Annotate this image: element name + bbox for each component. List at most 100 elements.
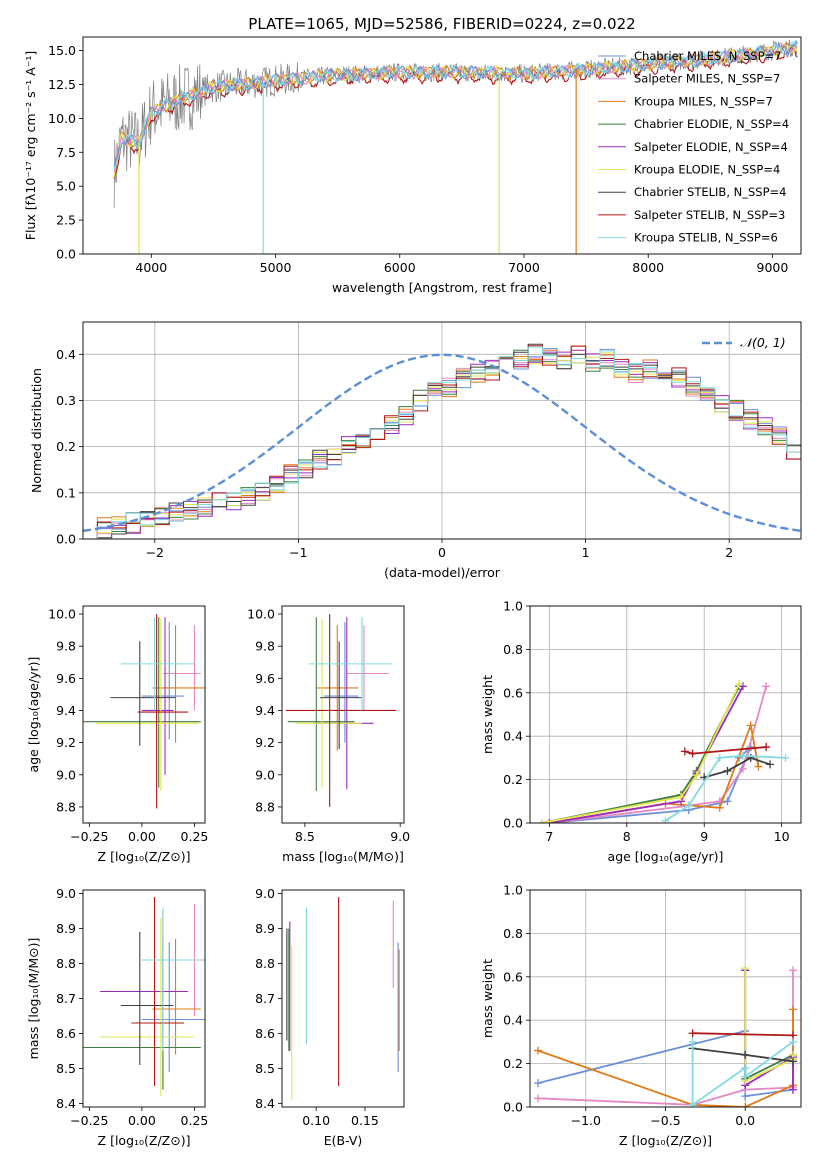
x-tick-label: 0.25	[181, 1113, 209, 1128]
legend-label: 𝒩(0, 1)	[740, 335, 786, 350]
y-axis-label: mass weight	[480, 959, 495, 1038]
y-tick-label: 8.7	[56, 991, 76, 1006]
x-tick-label: 0.00	[128, 1113, 156, 1128]
weight-point-marker	[741, 1050, 750, 1059]
weight-point-marker	[789, 1057, 798, 1066]
y-tick-label: 8.8	[255, 956, 275, 971]
errorbar-group	[286, 897, 400, 1100]
weight-series-line	[692, 1032, 794, 1037]
weight-point-marker	[741, 1103, 750, 1107]
y-tick-label: 9.4	[56, 703, 76, 718]
y-tick-label: 0.2	[503, 772, 523, 787]
chart-title: PLATE=1065, MJD=52586, FIBERID=0224, z=0…	[248, 15, 635, 33]
y-axis-label: mass weight	[480, 675, 495, 754]
y-tick-label: 8.5	[56, 1061, 76, 1076]
x-tick-label: 5000	[260, 260, 292, 275]
plot-frame	[82, 321, 802, 540]
weight-point-marker	[688, 1029, 697, 1038]
x-tick-label: 10	[774, 829, 790, 844]
y-tick-label: 8.6	[255, 1026, 275, 1041]
x-tick-label: −1.0	[571, 1113, 601, 1128]
weight-point-marker	[537, 819, 546, 823]
x-tick-label: 0.25	[181, 829, 209, 844]
weight-series-line	[691, 1041, 794, 1107]
weight-point-marker	[789, 1037, 798, 1046]
errorbar-group	[285, 614, 397, 807]
weight-point-marker	[688, 1100, 697, 1107]
y-tick-label: 0.0	[56, 247, 76, 262]
x-axis-label: Z [log₁₀(Z/Z⊙)]	[98, 849, 191, 864]
weight-point-marker	[533, 1094, 542, 1103]
x-tick-label: 4000	[135, 260, 167, 275]
y-tick-label: 0.4	[503, 729, 523, 744]
plot-frame	[281, 605, 405, 824]
y-tick-label: 8.4	[255, 1096, 275, 1111]
y-tick-label: 9.4	[255, 703, 275, 718]
weight-lines	[537, 680, 790, 823]
x-axis-label: wavelength [Angstrom, rest frame]	[332, 280, 552, 295]
weight-point-marker	[533, 1046, 542, 1055]
weight-point-marker	[754, 762, 763, 771]
weight-point-marker	[741, 1072, 750, 1081]
x-tick-label: 9.0	[390, 829, 410, 844]
x-tick-label: 1	[582, 545, 590, 560]
weight-point-marker	[684, 801, 693, 810]
y-tick-label: 8.9	[56, 921, 76, 936]
x-tick-label: −0.25	[70, 1113, 108, 1128]
weight-point-marker	[680, 747, 689, 756]
x-tick-label: −2	[146, 545, 164, 560]
y-tick-label: 8.8	[56, 799, 76, 814]
y-tick-label: 8.7	[255, 991, 275, 1006]
weight-series-line	[744, 968, 794, 1083]
legend-label: Salpeter ELODIE, N_SSP=4	[634, 140, 788, 154]
legend-label: Chabrier ELODIE, N_SSP=4	[634, 117, 789, 131]
y-tick-label: 9.6	[56, 671, 76, 686]
y-tick-label: 5.0	[56, 179, 76, 194]
weight-point-marker	[661, 816, 670, 823]
histogram-steps	[83, 343, 801, 539]
weight-point-marker	[723, 766, 732, 775]
model-fit-line	[113, 42, 798, 172]
y-axis-label: age [log₁₀(age/yr)]	[26, 657, 41, 773]
x-tick-label: 0.10	[302, 1113, 330, 1128]
x-axis-label: Z [log₁₀(Z/Z⊙)]	[98, 1133, 191, 1148]
plot-frame	[529, 605, 802, 824]
y-tick-label: 12.5	[48, 77, 76, 92]
x-tick-label: 0.0	[735, 1113, 755, 1128]
weight-point-marker	[741, 964, 750, 973]
y-axis-label: Flux [fλ10⁻¹⁷ erg cm⁻² s⁻¹ A⁻¹]	[23, 51, 38, 240]
y-tick-label: 0.1	[56, 485, 76, 500]
y-tick-label: 9.2	[56, 735, 76, 750]
x-tick-label: 8.5	[295, 829, 315, 844]
weight-point-marker	[738, 764, 747, 773]
y-tick-label: 0.4	[503, 1013, 523, 1028]
y-tick-label: 10.0	[48, 111, 76, 126]
weight-point-marker	[735, 680, 744, 689]
weight-point-marker	[688, 1037, 697, 1046]
x-axis-label: Z [log₁₀(Z/Z⊙)]	[619, 1133, 712, 1148]
legend-label: Salpeter MILES, N_SSP=7	[634, 72, 780, 86]
weight-lines	[533, 964, 798, 1107]
y-tick-label: 8.9	[255, 921, 275, 936]
model-fit-line	[113, 39, 798, 167]
model-fit-line	[113, 40, 798, 170]
weight-point-marker	[715, 753, 724, 762]
weight-point-marker	[688, 749, 697, 758]
weight-series-line	[541, 683, 740, 823]
x-tick-label: −1	[289, 545, 307, 560]
y-tick-label: 0.0	[56, 532, 76, 547]
y-tick-label: 0.2	[56, 439, 76, 454]
y-tick-label: 0.6	[503, 685, 523, 700]
y-tick-label: 9.0	[56, 767, 76, 782]
y-tick-label: 10.0	[247, 607, 275, 622]
legend-label: Chabrier MILES, N_SSP=7	[634, 49, 781, 63]
y-tick-label: 15.0	[48, 43, 76, 58]
y-tick-label: 8.8	[255, 799, 275, 814]
x-axis-label: (data-model)/error	[384, 565, 501, 580]
plot-frame	[281, 889, 405, 1108]
x-tick-label: 8000	[632, 260, 664, 275]
legend-label: Chabrier STELIB, N_SSP=4	[634, 185, 786, 199]
y-tick-label: 0.3	[56, 393, 76, 408]
y-tick-label: 8.8	[56, 956, 76, 971]
